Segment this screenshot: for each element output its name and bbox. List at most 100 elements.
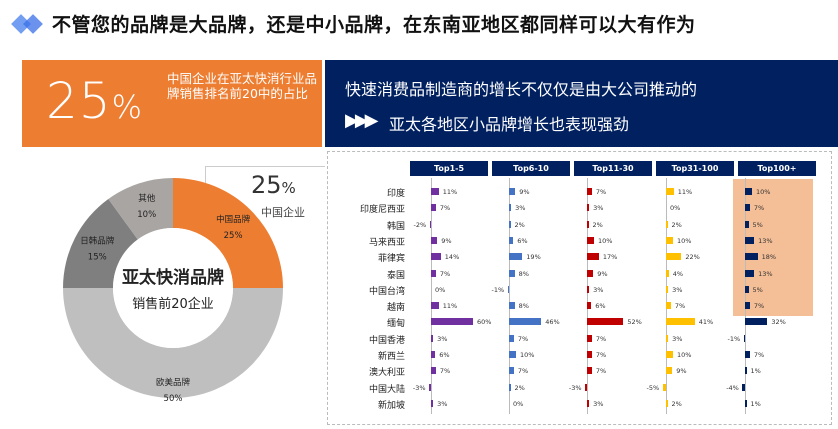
bar — [662, 383, 666, 391]
slice-value-label: 50% — [164, 394, 183, 404]
column-axis — [745, 178, 746, 414]
bar-value-label: 9% — [597, 269, 608, 278]
bar-value-label: 17% — [602, 253, 618, 262]
growth-table-panel — [327, 151, 832, 425]
bar-value-label: 6% — [517, 236, 528, 245]
stat-description: 中国企业在亚太快消行业品牌销售排名前20中的占比 — [167, 71, 318, 101]
bar — [745, 188, 752, 195]
bar-value-label: 4% — [672, 269, 684, 278]
bar-value-label: 1% — [750, 367, 761, 376]
bar — [666, 269, 669, 277]
bar — [509, 318, 542, 326]
bar-value-label: 3% — [672, 334, 683, 343]
row-label: 越南 — [386, 303, 405, 314]
headline-line1: 快速消费品制造商的增长不仅仅是由大公司推动的 — [345, 80, 698, 99]
bar-value-label: 18% — [761, 253, 777, 262]
bar-value-label: 10% — [677, 236, 692, 245]
column-axis — [431, 178, 432, 414]
bar — [509, 253, 523, 261]
column-header: Top1-5 — [410, 161, 488, 176]
bar — [587, 351, 592, 358]
bar — [509, 236, 514, 244]
stat-percent: 25% — [46, 72, 143, 130]
bar-value-label: 2% — [592, 220, 603, 229]
bar-value-label: 10% — [598, 236, 613, 245]
row-label: 缅甸 — [386, 319, 405, 330]
bar — [431, 367, 436, 375]
bar — [587, 285, 590, 293]
bar — [666, 302, 671, 310]
bar-value-label: 10% — [756, 188, 771, 196]
bar — [587, 318, 624, 326]
donut-slice — [63, 288, 283, 398]
bar — [509, 204, 512, 212]
diamond-logo-icon — [11, 14, 43, 34]
callout-percent: 25% — [251, 171, 296, 199]
column-header: Top6-10 — [492, 161, 570, 176]
callout-sign: % — [281, 179, 296, 197]
callout-label: 中国企业 — [261, 206, 305, 219]
row-label: 印度尼西亚 — [359, 205, 405, 216]
bar — [431, 399, 434, 407]
bar-value-label: 9% — [441, 236, 452, 245]
bar-value-label: 6% — [439, 351, 450, 359]
column-axis — [509, 178, 510, 414]
column-axis — [587, 178, 588, 414]
slice-name-label: 中国品牌 — [216, 214, 251, 225]
bar — [587, 204, 590, 212]
bar — [745, 351, 750, 358]
bar — [666, 253, 682, 261]
bar-value-label: 46% — [545, 318, 560, 327]
bar-value-label: 3% — [593, 399, 604, 408]
bar-value-label: 7% — [753, 351, 765, 359]
bar-value-label: 11% — [442, 302, 458, 311]
bar — [745, 399, 747, 407]
bar-value-label: 7% — [595, 367, 607, 376]
bar-value-label: 14% — [444, 253, 460, 262]
headline-line2: 亚太各地区小品牌增长也表现强劲 — [389, 115, 630, 134]
bar — [587, 253, 599, 261]
slice-value-label: 10% — [137, 210, 156, 220]
bar-value-label: 3% — [593, 204, 604, 213]
bar-value-label: 32% — [771, 318, 786, 327]
bar-value-label: 7% — [517, 367, 529, 376]
bar-value-label: 10% — [520, 351, 535, 359]
column-header: Top11-30 — [574, 161, 652, 176]
row-label: 菲律宾 — [377, 254, 405, 265]
bar — [745, 253, 758, 261]
bar — [745, 318, 768, 326]
bar-value-label: 7% — [595, 351, 607, 359]
column-header: Top100+ — [738, 161, 816, 176]
bar — [745, 236, 755, 244]
bar-value-label: -3% — [412, 383, 426, 392]
bar-value-label: 11% — [442, 188, 458, 196]
bar-value-label: 5% — [752, 220, 763, 229]
bar — [431, 188, 439, 195]
bar-value-label: 10% — [677, 351, 692, 359]
bar-value-label: 7% — [595, 188, 607, 196]
bar — [431, 253, 441, 261]
bar-value-label: -5% — [646, 383, 660, 392]
bar-value-label: 8% — [518, 269, 529, 278]
bar — [666, 318, 695, 326]
bar — [509, 334, 514, 342]
stat-sign: % — [111, 88, 144, 126]
bar — [666, 220, 668, 228]
bar — [587, 269, 594, 277]
row-label: 马来西亚 — [368, 237, 405, 248]
callout-value: 25 — [251, 171, 282, 199]
stat-box: 25% 中国企业在亚太快消行业品牌销售排名前20中的占比 — [22, 60, 322, 147]
row-label: 印度 — [386, 189, 405, 199]
bar — [587, 399, 590, 407]
bar-value-label: 3% — [593, 285, 604, 294]
bar-value-label: 2% — [671, 220, 682, 229]
bar — [745, 302, 750, 310]
bar-value-label: 7% — [674, 302, 686, 311]
slice-name-label: 欧美品牌 — [156, 377, 191, 388]
bar — [587, 236, 594, 244]
bar-value-label: 9% — [519, 188, 530, 196]
bar-value-label: 0% — [670, 204, 681, 213]
bar-value-label: 3% — [672, 285, 683, 294]
bar-value-label: 3% — [437, 334, 448, 343]
bar — [742, 383, 745, 391]
